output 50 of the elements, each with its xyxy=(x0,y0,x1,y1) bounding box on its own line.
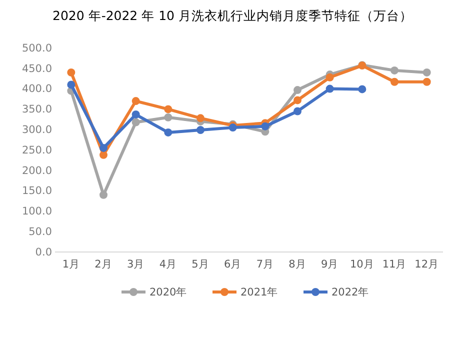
point xyxy=(67,80,76,89)
legend-label: 2022年 xyxy=(332,286,370,299)
legend-label: 2021年 xyxy=(240,286,278,299)
point xyxy=(100,144,108,152)
y-tick-label: 150.0 xyxy=(22,185,52,198)
x-tick-label: 11月 xyxy=(382,258,407,271)
point xyxy=(326,84,334,93)
y-tick-label: 0.0 xyxy=(35,246,52,258)
point xyxy=(164,113,172,122)
point xyxy=(132,97,140,106)
x-tick-label: 7月 xyxy=(256,258,274,271)
point xyxy=(100,190,108,199)
x-tick-label: 8月 xyxy=(288,258,306,271)
point xyxy=(164,105,172,114)
y-tick-label: 200.0 xyxy=(22,164,52,177)
point xyxy=(294,86,302,94)
chart-title: 2020 年-2022 年 10 月洗衣机行业内销月度季节特征（万台） xyxy=(52,8,412,23)
y-tick-label: 350.0 xyxy=(22,104,52,116)
y-tick-label: 100.0 xyxy=(22,206,52,218)
point xyxy=(422,78,431,86)
x-tick-label: 5月 xyxy=(192,258,210,271)
point xyxy=(390,66,398,74)
x-tick-label: 9月 xyxy=(320,258,339,271)
x-tick-label: 6月 xyxy=(224,258,242,271)
x-tick-label: 4月 xyxy=(159,258,178,271)
y-tick-label: 300.0 xyxy=(22,124,52,136)
point xyxy=(132,110,140,119)
point xyxy=(390,78,398,86)
legend-label: 2020年 xyxy=(150,286,188,299)
point xyxy=(261,122,270,130)
point xyxy=(358,85,366,94)
y-tick-label: 450.0 xyxy=(22,62,52,75)
point xyxy=(196,126,204,134)
y-tick-label: 50.0 xyxy=(28,226,52,238)
x-tick-label: 10月 xyxy=(350,258,374,271)
x-tick-label: 12月 xyxy=(414,258,440,271)
point xyxy=(164,128,172,136)
y-tick-label: 500.0 xyxy=(22,42,52,54)
y-tick-label: 250.0 xyxy=(22,144,52,156)
x-tick-label: 3月 xyxy=(126,258,145,271)
point xyxy=(132,118,140,126)
point xyxy=(422,68,431,76)
point xyxy=(326,73,334,82)
point xyxy=(294,96,302,104)
point xyxy=(67,68,76,76)
x-tick-label: 1月 xyxy=(62,258,80,271)
x-tick-label: 2月 xyxy=(94,258,112,271)
y-tick-label: 400.0 xyxy=(22,83,52,96)
point xyxy=(196,114,204,122)
point xyxy=(294,107,302,116)
